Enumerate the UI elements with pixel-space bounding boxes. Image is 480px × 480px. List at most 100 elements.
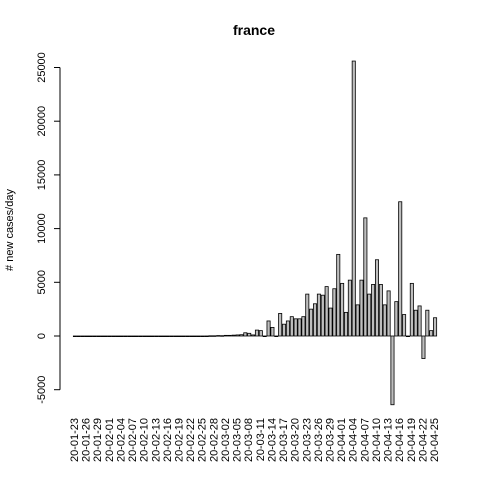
bar <box>254 329 259 337</box>
bar <box>212 335 217 337</box>
bar <box>247 332 252 337</box>
x-tick-label: 20-04-01 <box>336 418 348 462</box>
bar <box>127 335 132 338</box>
bar <box>162 335 166 338</box>
bar <box>88 335 93 338</box>
x-tick-label: 20-03-05 <box>232 418 244 462</box>
bar <box>138 335 143 338</box>
x-tick-label: 20-04-16 <box>394 418 406 462</box>
bar <box>309 308 314 337</box>
x-tick-label: 20-02-01 <box>104 418 116 462</box>
bar <box>285 320 290 337</box>
bar <box>316 293 321 337</box>
bar <box>146 335 151 338</box>
bar <box>289 316 294 337</box>
bars <box>72 60 438 406</box>
x-tick-label: 20-02-16 <box>162 418 174 462</box>
bar <box>107 335 112 338</box>
x-tick-label: 20-03-14 <box>266 418 278 462</box>
bar <box>293 318 298 337</box>
x-tick-label: 20-04-07 <box>359 418 371 462</box>
bar <box>359 279 364 337</box>
bar <box>394 301 399 337</box>
bar <box>390 335 395 406</box>
bar <box>223 334 228 337</box>
y-axis-label: # new cases/day <box>4 189 16 271</box>
bar <box>297 318 302 337</box>
bar <box>131 335 136 338</box>
x-tick-label: 20-02-25 <box>197 418 209 462</box>
bar <box>301 316 306 337</box>
bar <box>243 332 248 337</box>
y-tick-label: -5000 <box>36 376 48 404</box>
x-tick-label: 20-03-23 <box>301 418 313 462</box>
x-tick-label: 20-02-07 <box>127 418 139 462</box>
bar <box>158 335 163 338</box>
bar <box>274 335 279 338</box>
bar <box>421 335 426 359</box>
bar <box>216 335 221 337</box>
x-tick-label: 20-04-25 <box>429 418 441 462</box>
x-axis: 20-01-23 20-01-26 20-01-29 20-02-01 20-02-04… <box>69 418 441 462</box>
bar <box>119 335 124 338</box>
y-tick-label: 5000 <box>36 270 48 294</box>
x-tick-label: 20-04-04 <box>348 418 360 462</box>
bar <box>72 335 77 338</box>
bar <box>150 335 155 338</box>
bar <box>84 335 89 338</box>
x-tick-label: 20-02-28 <box>208 418 220 462</box>
bar <box>405 335 410 338</box>
bar <box>185 335 190 338</box>
bar <box>80 335 85 338</box>
bar <box>386 290 391 337</box>
y-tick-label: 25000 <box>36 52 48 83</box>
bar <box>235 334 240 337</box>
bar <box>347 279 352 337</box>
x-tick-label: 20-03-11 <box>255 418 267 461</box>
bar <box>382 304 387 337</box>
bar <box>111 335 116 338</box>
y-tick-label: 20000 <box>36 106 48 137</box>
bar <box>177 335 182 338</box>
bar <box>258 330 263 337</box>
x-tick-label: 20-03-17 <box>278 418 290 462</box>
bar <box>417 305 422 337</box>
bar <box>425 309 430 337</box>
bar <box>313 303 318 337</box>
bar <box>305 293 310 337</box>
y-tick-label: 10000 <box>36 213 48 244</box>
bar <box>367 293 372 337</box>
bar <box>227 334 232 337</box>
x-tick-label: 20-02-19 <box>173 418 185 462</box>
bar <box>355 304 360 337</box>
bar <box>154 335 159 338</box>
bar <box>76 335 81 338</box>
bar <box>324 286 329 337</box>
bar <box>192 335 197 338</box>
bar <box>398 201 403 337</box>
x-tick-label: 20-03-20 <box>290 418 302 462</box>
bar <box>165 335 170 338</box>
bar <box>204 335 209 337</box>
bar <box>351 60 356 337</box>
y-axis: -5000 0 5000 10000 15000 20000 25000 <box>36 52 61 404</box>
bar <box>266 320 271 337</box>
bar <box>336 253 341 337</box>
bar <box>123 335 128 338</box>
bar <box>169 335 174 338</box>
bar <box>270 327 275 337</box>
x-tick-label: 20-02-13 <box>150 418 162 462</box>
bar <box>251 334 256 337</box>
bar <box>220 335 225 337</box>
bar <box>142 335 147 338</box>
y-tick-label: 15000 <box>36 160 48 191</box>
bar <box>100 335 105 338</box>
bar <box>278 313 283 337</box>
bar <box>231 334 236 337</box>
bar <box>363 217 368 337</box>
bar <box>96 335 101 338</box>
x-tick-label: 20-03-26 <box>313 418 325 462</box>
bar <box>328 307 333 337</box>
bar <box>92 335 97 338</box>
